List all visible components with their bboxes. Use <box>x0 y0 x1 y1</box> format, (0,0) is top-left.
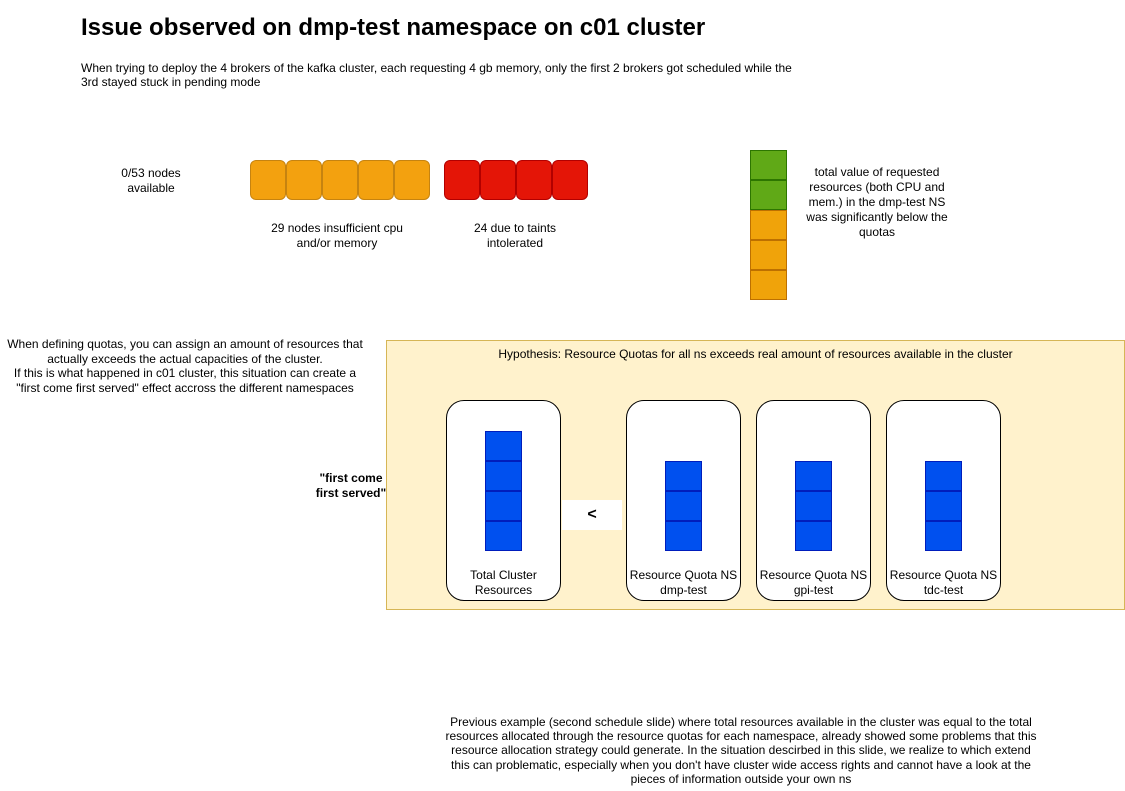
footer-note: Previous example (second schedule slide)… <box>445 715 1037 786</box>
less-than-comparator: < <box>562 500 622 530</box>
tainted-node-square <box>480 160 516 200</box>
requested-resources-label: total value of requested resources (both… <box>806 165 948 239</box>
card-quota-tdc-test: Resource Quota NS tdc-test <box>886 400 1001 601</box>
orange-resource-cell <box>750 240 787 270</box>
nodes-available-label: 0/53 nodes available <box>121 166 181 195</box>
hypothesis-title: Hypothesis: Resource Quotas for all ns e… <box>498 347 1013 361</box>
card-total-cluster-resources: Total Cluster Resources <box>446 400 561 601</box>
resource-block <box>485 521 522 551</box>
page-subtitle: When trying to deploy the 4 brokers of t… <box>81 61 792 89</box>
page-title: Issue observed on dmp-test namespace on … <box>81 14 706 41</box>
tainted-node-square <box>516 160 552 200</box>
insufficient-node-square <box>322 160 358 200</box>
green-resource-cell <box>750 150 787 180</box>
resource-block <box>485 461 522 491</box>
insufficient-nodes-row <box>250 160 432 201</box>
resource-block <box>485 431 522 461</box>
card-quota-gpi-test: Resource Quota NS gpi-test <box>756 400 871 601</box>
orange-resource-cell <box>750 210 787 240</box>
card-label: Resource Quota NS dmp-test <box>629 568 738 597</box>
resource-block <box>665 461 702 491</box>
resource-block <box>925 491 962 521</box>
tainted-node-square <box>444 160 480 200</box>
quota-note: When defining quotas, you can assign an … <box>7 337 363 395</box>
card-label: Total Cluster Resources <box>470 568 537 597</box>
requested-resources-stack <box>750 150 787 301</box>
resource-block <box>925 461 962 491</box>
resource-block <box>795 491 832 521</box>
insufficient-node-square <box>394 160 430 200</box>
tainted-nodes-row <box>444 160 590 201</box>
resource-block <box>795 521 832 551</box>
card-label: Resource Quota NS gpi-test <box>759 568 868 597</box>
resource-block <box>795 461 832 491</box>
resource-block <box>925 521 962 551</box>
insufficient-node-square <box>286 160 322 200</box>
insufficient-node-square <box>250 160 286 200</box>
resource-block <box>665 491 702 521</box>
tainted-nodes-label: 24 due to taints intolerated <box>473 221 557 250</box>
green-resource-cell <box>750 180 787 210</box>
tainted-node-square <box>552 160 588 200</box>
orange-resource-cell <box>750 270 787 300</box>
first-come-first-served-label: "first come first served" <box>315 471 387 500</box>
resource-block <box>665 521 702 551</box>
card-label: Resource Quota NS tdc-test <box>889 568 998 597</box>
insufficient-node-square <box>358 160 394 200</box>
card-quota-dmp-test: Resource Quota NS dmp-test <box>626 400 741 601</box>
resource-block <box>485 491 522 521</box>
insufficient-nodes-label: 29 nodes insufficient cpu and/or memory <box>271 221 403 250</box>
